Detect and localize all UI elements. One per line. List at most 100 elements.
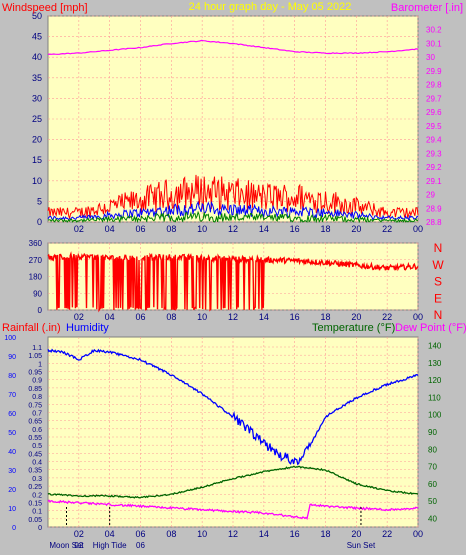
humidity-tick-label: 60 [8, 411, 16, 418]
x-tick-label: 22 [382, 529, 392, 539]
windspeed-gust-line [47, 174, 419, 220]
rainfall-tick-label: 0.15 [28, 500, 42, 507]
rainfall-tick-label: 0.45 [28, 451, 42, 458]
x-tick-label: 00 [413, 529, 423, 539]
rainfall-tick-label: 0.5 [32, 443, 42, 450]
humidity-tick-label: 10 [8, 506, 16, 513]
x-tick-label: 22 [382, 224, 392, 234]
humidity-tick-label: 30 [8, 468, 16, 475]
barometer-tick-label: 29.3 [426, 149, 442, 158]
windspeed-tick-label: 10 [32, 176, 42, 186]
humidity-temperature-plot [47, 336, 419, 528]
barometer-tick-label: 29.5 [426, 122, 442, 131]
direction-tick-label: 180 [29, 273, 43, 282]
humidity-tick-label: 90 [8, 354, 16, 361]
rainfall-tick-label: 0.55 [28, 435, 42, 442]
rainfall-tick-label: 0.85 [28, 386, 42, 393]
windspeed-min-line [47, 210, 419, 224]
temperature-tick-label: 140 [428, 342, 442, 351]
x-tick-label: 18 [320, 224, 330, 234]
temperature-tick-label: 100 [428, 411, 442, 420]
humidity-plot-marks [47, 348, 419, 527]
barometer-tick-label: 29.7 [426, 94, 442, 103]
wind-plot-axes: 02 04 06 08 10 12 14 16 18 20 22 000510152025303540… [32, 11, 442, 234]
x-tick-label: 18 [320, 529, 330, 539]
rainfall-tick-label: 0.2 [32, 492, 42, 499]
temperature-tick-label: 80 [428, 445, 437, 454]
x-tick-label: 04 [105, 224, 115, 234]
windspeed-tick-label: 25 [32, 114, 42, 124]
humidity-tick-label: 70 [8, 392, 16, 399]
dewpoint-line [47, 499, 419, 520]
barometer-tick-label: 29.1 [426, 177, 442, 186]
barometer-line [47, 39, 419, 55]
rainfall-tick-label: 0.75 [28, 402, 42, 409]
x-tick-label: 16 [290, 224, 300, 234]
rainfall-tick-label: 0.8 [32, 394, 42, 401]
x-tick-label: 18 [320, 312, 330, 322]
compass-label-s: S [434, 275, 442, 289]
direction-tick-label: 360 [29, 239, 43, 248]
temperature-tick-label: 50 [428, 497, 437, 506]
rainfall-tick-label: 1 [38, 361, 42, 368]
event-label: Sun Set [347, 541, 376, 550]
event-label: Moon Set [49, 541, 84, 550]
humidity-tick-label: 0 [12, 525, 16, 532]
rainfall-tick-label: 0.95 [28, 370, 42, 377]
x-tick-label: 10 [197, 224, 207, 234]
barometer-tick-label: 29.4 [426, 136, 442, 145]
x-tick-label: 14 [259, 312, 269, 322]
event-label: 06 [136, 541, 145, 550]
x-tick-label: 12 [228, 224, 238, 234]
barometer-tick-label: 30 [426, 53, 435, 62]
barometer-tick-label: 29.2 [426, 163, 442, 172]
temperature-tick-label: 130 [428, 359, 442, 368]
event-label: High Tide [93, 541, 127, 550]
windspeed-tick-label: 0 [37, 217, 42, 227]
graph-title: 24 hour graph day - May 05 2022 [189, 1, 352, 13]
barometer-tick-label: 30.1 [426, 39, 442, 48]
x-tick-label: 20 [351, 312, 361, 322]
windspeed-tick-label: 35 [32, 73, 42, 83]
windspeed-tick-label: 50 [32, 11, 42, 21]
x-tick-label: 06 [135, 312, 145, 322]
windspeed-tick-label: 20 [32, 135, 42, 145]
event-label: 02 [74, 541, 83, 550]
x-tick-label: 02 [74, 224, 84, 234]
wind-plot-marks [47, 39, 419, 224]
compass-label-n: N [434, 308, 443, 322]
rainfall-tick-label: 0.4 [32, 460, 42, 467]
x-tick-label: 06 [135, 224, 145, 234]
rainfall-tick-label: 0.05 [28, 517, 42, 524]
x-tick-label: 02 [74, 529, 84, 539]
x-tick-label: 04 [105, 312, 115, 322]
windspeed-average-line [47, 200, 419, 222]
rainfall-axis-label: Rainfall (.in) [2, 322, 61, 334]
rainfall-tick-label: 0.1 [32, 509, 42, 516]
rainfall-tick-label: 0.25 [28, 484, 42, 491]
x-tick-label: 16 [290, 312, 300, 322]
humidity-plot-grid [48, 337, 419, 528]
rainfall-tick-label: 1.1 [32, 345, 42, 352]
temperature-tick-label: 90 [428, 428, 437, 437]
rainfall-tick-label: 0.7 [32, 410, 42, 417]
x-tick-label: 14 [259, 529, 269, 539]
x-tick-label: 16 [290, 529, 300, 539]
wind-direction-line [47, 251, 419, 313]
humidity-tick-label: 40 [8, 449, 16, 456]
x-tick-label: 10 [197, 312, 207, 322]
rainfall-tick-label: 0.3 [32, 476, 42, 483]
barometer-tick-label: 28.9 [426, 204, 442, 213]
x-tick-label: 14 [259, 224, 269, 234]
direction-plot-marks [47, 251, 419, 313]
rainfall-tick-label: 0.65 [28, 419, 42, 426]
x-tick-label: 00 [413, 312, 423, 322]
humidity-axis-label: Humidity [66, 322, 109, 334]
wind-plot-grid [48, 15, 419, 223]
temperature-line [47, 465, 419, 499]
x-tick-label: 06 [135, 529, 145, 539]
humidity-tick-label: 80 [8, 373, 16, 380]
barometer-tick-label: 30.2 [426, 26, 442, 35]
barometer-tick-label: 28.8 [426, 218, 442, 227]
